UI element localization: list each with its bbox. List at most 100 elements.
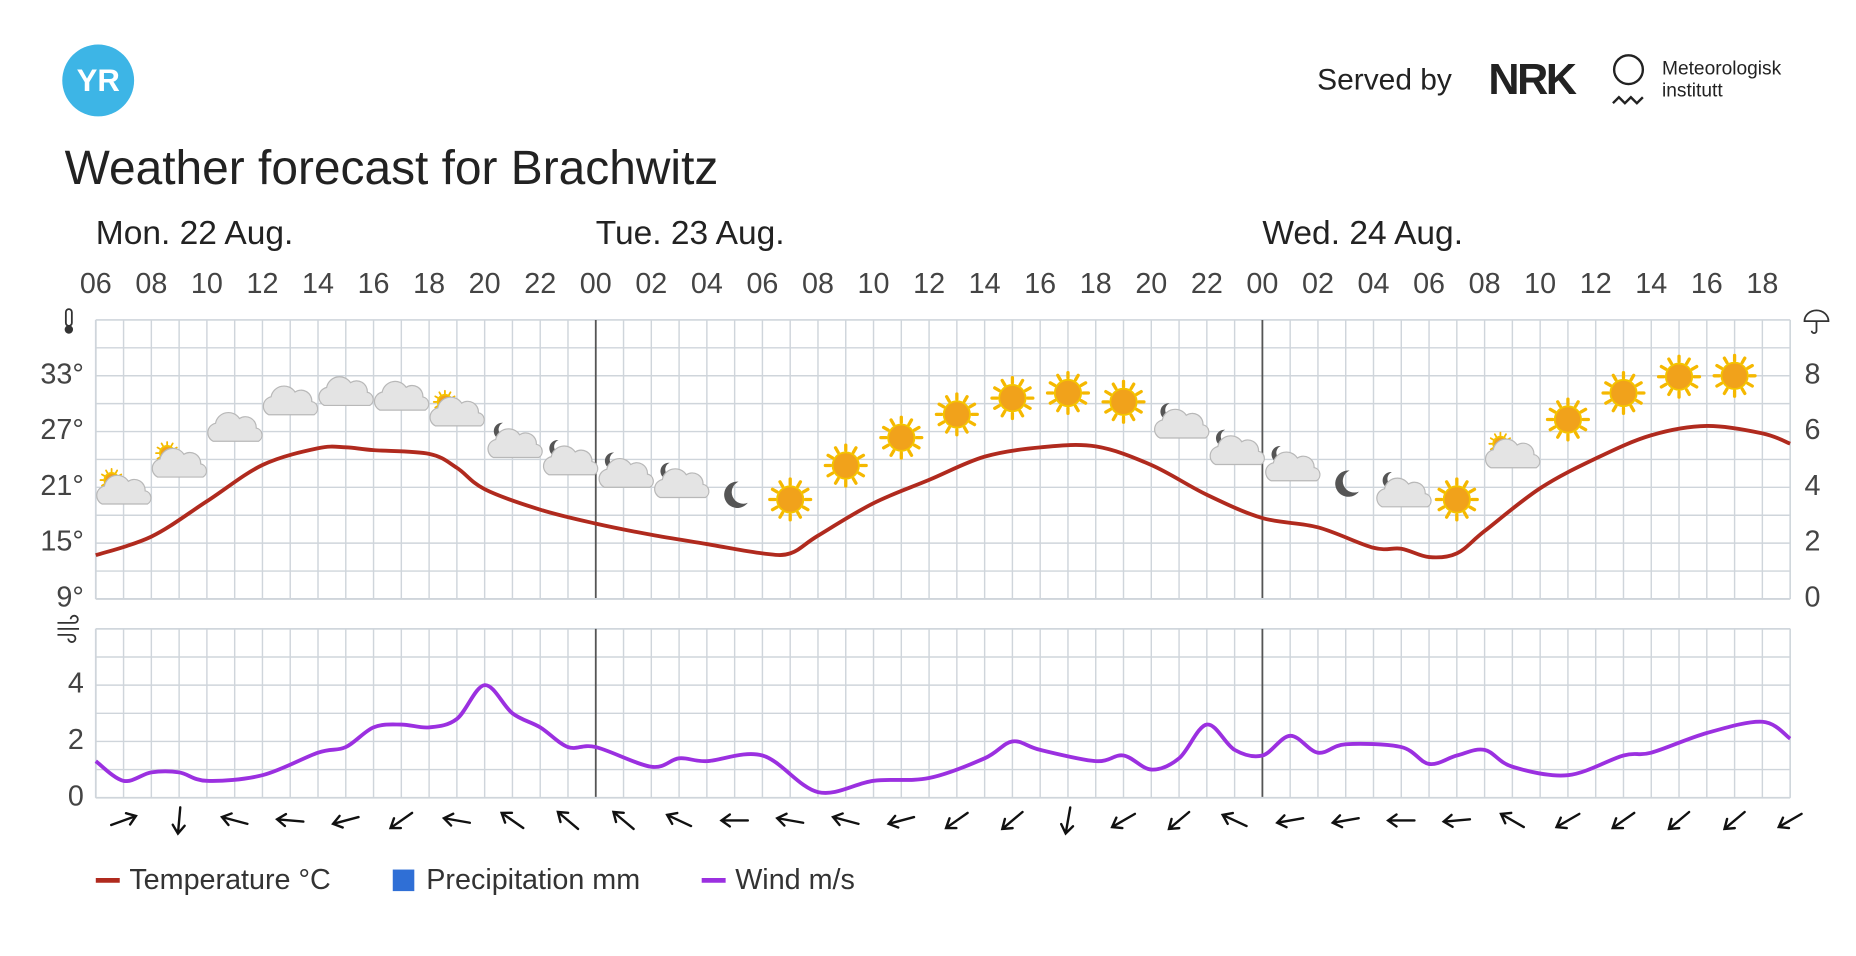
met-logo[interactable] [1612, 54, 1645, 86]
arrow [719, 813, 750, 828]
y-tick-label: 15° [40, 526, 83, 558]
weather-icon [768, 477, 813, 522]
sun-ray [1722, 356, 1729, 365]
sun-ray [1634, 398, 1643, 405]
arrow [831, 812, 860, 827]
arrow [556, 810, 580, 831]
arrow [1220, 811, 1248, 828]
cloud [207, 412, 263, 442]
sun-ray [1104, 389, 1113, 396]
weather-icon [1656, 354, 1702, 399]
weather-icon [1712, 353, 1757, 398]
weather-icon [1434, 477, 1479, 522]
wind-arrow [556, 810, 580, 831]
arrow [775, 812, 805, 827]
weather-icon [1154, 403, 1210, 439]
legend-label: Temperature °C [129, 864, 330, 896]
sun-ray [434, 405, 439, 409]
wind-arrow [1330, 814, 1360, 829]
title: Weather forecast for Brachwitz [65, 142, 719, 195]
sun-ray [1444, 510, 1451, 519]
wind-arrow [388, 811, 414, 830]
y-tick-label: 27° [40, 414, 83, 446]
met-wave [1612, 95, 1644, 105]
sun-ray [1548, 425, 1557, 432]
x-tick-label: 00 [580, 268, 612, 300]
sun-ray [1740, 387, 1747, 396]
sun-ray [907, 418, 914, 427]
wind-arrow [1060, 806, 1075, 836]
wind-icon [57, 614, 80, 643]
wind-arrow [1776, 812, 1803, 830]
weather-icon [262, 385, 319, 416]
wind-arrow [1611, 811, 1636, 830]
arrow [611, 810, 635, 831]
arrow [499, 811, 525, 830]
sun [831, 451, 860, 480]
served-by: Served by [1317, 64, 1452, 97]
x-tick-label: 08 [135, 268, 167, 300]
sun-ray [156, 446, 161, 450]
sun-ray [826, 471, 835, 478]
cloud [151, 447, 208, 478]
sun-ray [1746, 363, 1754, 370]
arrow [388, 811, 414, 830]
wind-arrow [831, 812, 860, 827]
arrow [441, 812, 472, 827]
sun-ray [1493, 433, 1498, 438]
sun-ray [993, 386, 1001, 393]
sun-ray [833, 446, 840, 455]
x-tick-label: 12 [1580, 268, 1612, 300]
y-tick-label: 4 [68, 668, 84, 700]
sun [1553, 405, 1583, 434]
sun-ray [851, 477, 858, 485]
sun-ray [851, 446, 858, 455]
wind-arrow [1554, 812, 1581, 830]
arrow [109, 812, 138, 827]
nrk-logo[interactable]: NRK [1488, 56, 1579, 104]
weather-icon [654, 462, 710, 499]
arrow [944, 811, 969, 830]
sun-ray [1023, 404, 1032, 410]
sun-ray [1000, 378, 1007, 387]
x-tick-label: 16 [358, 268, 390, 300]
wind-arrow [1722, 810, 1746, 831]
wind-arrow [1667, 810, 1691, 831]
sun-ray [881, 443, 890, 450]
wind-arrow [171, 806, 186, 836]
sun-ray [945, 425, 951, 434]
sun-ray [1129, 413, 1136, 422]
wind-arrow [441, 812, 472, 827]
sun-ray [1018, 409, 1025, 418]
x-tick-label: 12 [246, 268, 278, 300]
weather-icon [724, 481, 748, 508]
sun-ray [1611, 404, 1618, 413]
sun-ray [937, 402, 946, 409]
sun-ray [1573, 430, 1580, 439]
sun-ray [1556, 430, 1563, 439]
thermometer-icon [64, 308, 74, 334]
sun-ray [1462, 510, 1469, 519]
wind-arrow [775, 812, 805, 827]
sun-ray [105, 469, 109, 474]
sun-ray [1611, 373, 1618, 382]
umbrella-icon [1803, 309, 1830, 334]
y2-tick-label: 2 [1805, 526, 1821, 558]
weather-icon [879, 415, 924, 460]
arrow [171, 806, 186, 836]
sun-ray [1604, 381, 1613, 388]
sun-ray [1000, 409, 1007, 418]
sun-ray [1634, 381, 1643, 388]
sun-ray [1548, 407, 1557, 414]
yr-logo[interactable] [62, 44, 135, 117]
sun [1442, 485, 1471, 514]
cloud [429, 396, 485, 427]
x-tick-label: 22 [524, 268, 556, 300]
arrow [1667, 810, 1691, 831]
arrow [1722, 810, 1746, 831]
day-label: Wed. 24 Aug. [1262, 215, 1463, 252]
sun-ray [881, 425, 890, 432]
y2-tick-label: 6 [1805, 414, 1821, 446]
sun-ray [857, 453, 866, 460]
y-tick-label: 0 [68, 780, 84, 812]
